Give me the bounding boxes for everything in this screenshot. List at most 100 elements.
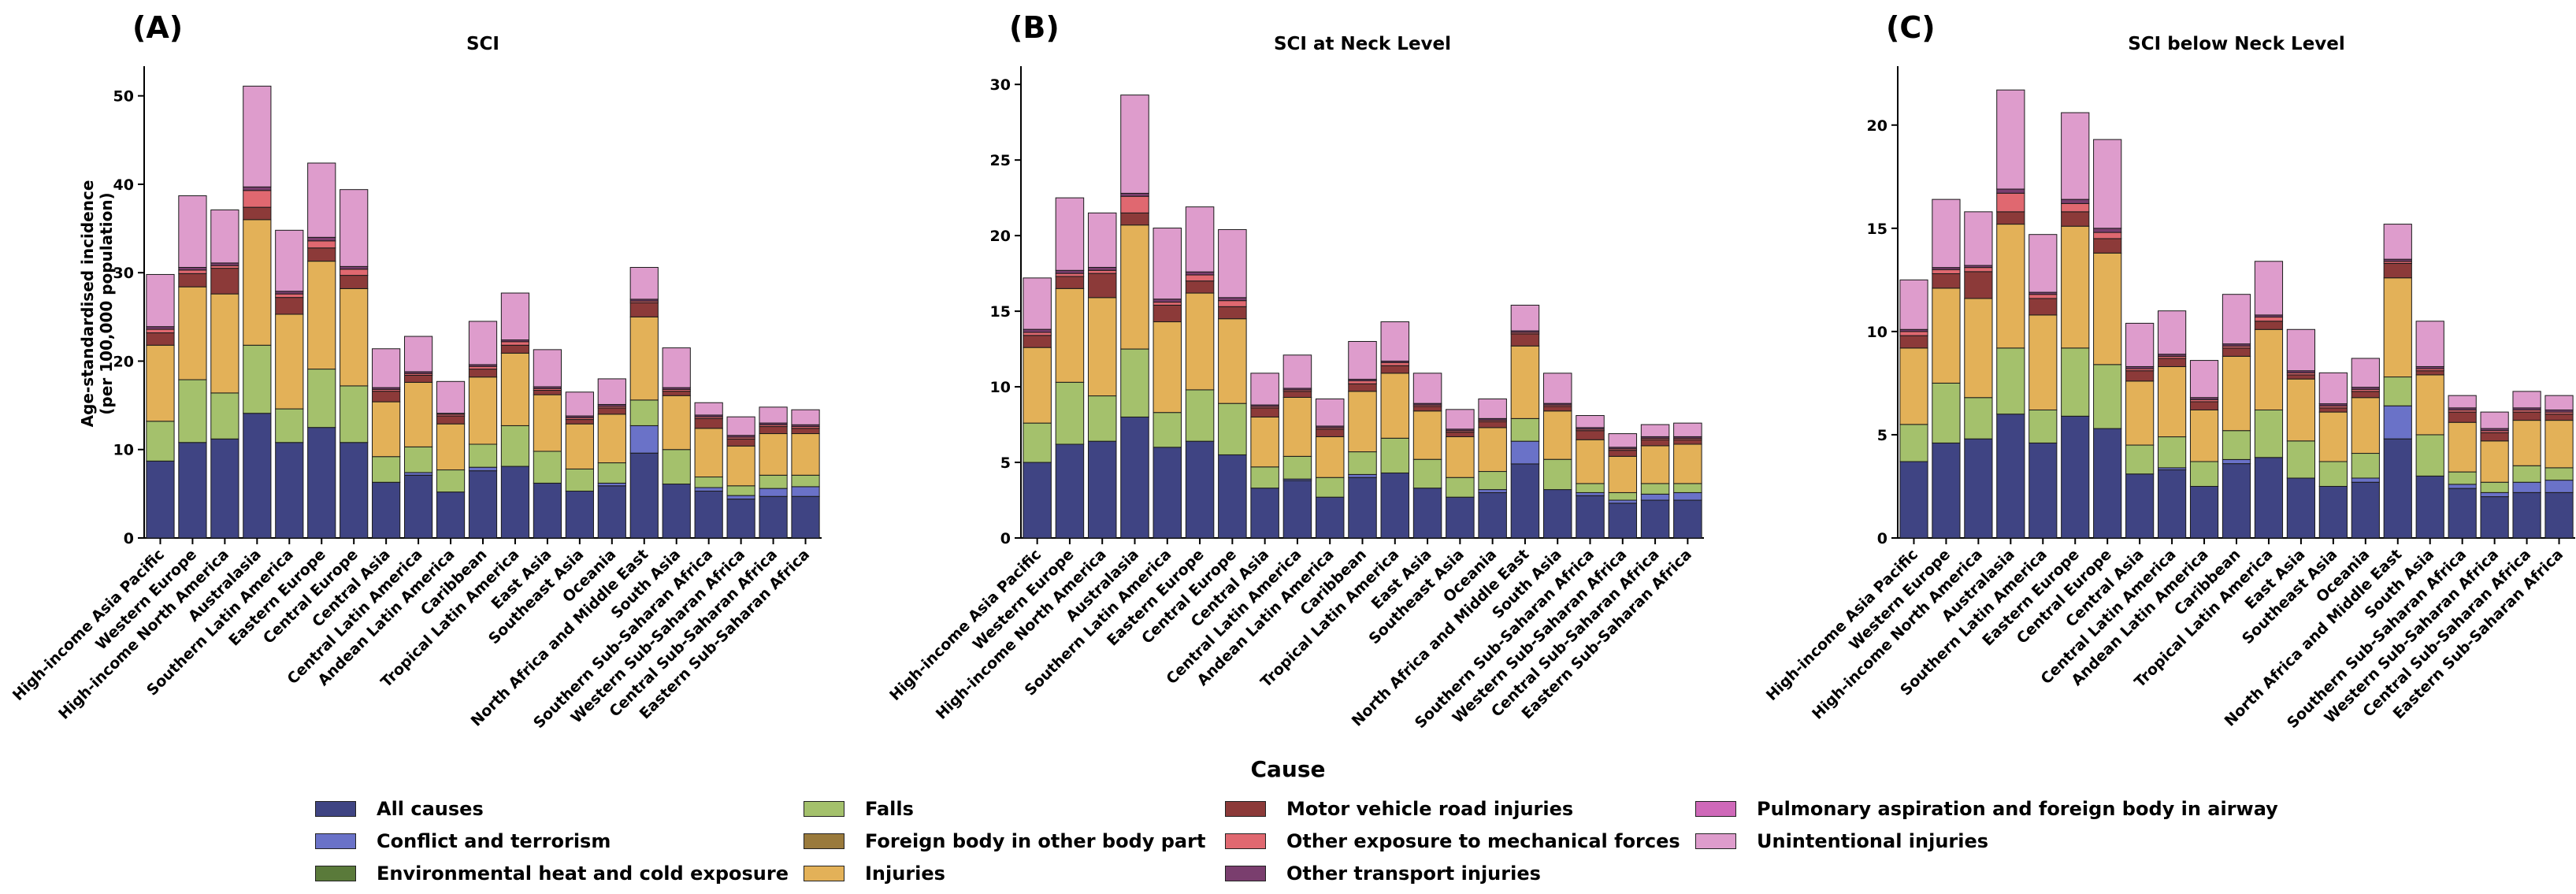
bar-segment-all-causes xyxy=(1412,488,1442,539)
bar-segment-all-causes xyxy=(500,466,530,539)
bar-segment-falls xyxy=(1510,417,1540,442)
bar-segment-unintentional-injuries xyxy=(2189,360,2219,399)
bar-segment-motor-vehicle-road-injuries xyxy=(307,247,336,262)
bar-segment-injuries xyxy=(1640,445,1670,484)
bar-segment-all-causes xyxy=(1510,463,1540,539)
bar-segment-injuries xyxy=(1964,298,1993,399)
bar-segment-all-causes xyxy=(1348,477,1377,539)
bar-segment-unintentional-injuries xyxy=(759,406,788,424)
bar-segment-injuries xyxy=(629,316,659,401)
bar-segment-unintentional-injuries xyxy=(2254,261,2284,316)
bar-segment-falls xyxy=(2351,453,2380,479)
bar-segment-all-causes xyxy=(1087,440,1117,539)
bar-segment-falls xyxy=(372,456,401,483)
bar-segment-motor-vehicle-road-injuries xyxy=(2093,238,2122,254)
bar-segment-falls xyxy=(1055,381,1085,445)
y-tick-label: 20 xyxy=(113,353,134,370)
bar-segment-conflict-and-terrorism xyxy=(2480,492,2509,498)
bar-segment-all-causes xyxy=(1478,492,1507,539)
bar-segment-unintentional-injuries xyxy=(500,292,530,341)
bar-segment-injuries xyxy=(275,313,304,410)
bar-segment-motor-vehicle-road-injuries xyxy=(1315,428,1345,437)
bar-segment-unintentional-injuries xyxy=(1348,340,1377,380)
bar-segment-motor-vehicle-road-injuries xyxy=(2318,407,2348,413)
bar-segment-motor-vehicle-road-injuries xyxy=(565,419,594,425)
bar-segment-injuries xyxy=(1899,347,1928,425)
bar-segment-falls xyxy=(2254,409,2284,458)
legend-item: Conflict and terrorism xyxy=(315,829,611,853)
legend-label: Conflict and terrorism xyxy=(377,830,611,852)
bar-segment-injuries xyxy=(533,394,562,452)
bar-segment-motor-vehicle-road-injuries xyxy=(1055,276,1085,289)
legend-label: Falls xyxy=(865,798,914,820)
bar-segment-motor-vehicle-road-injuries xyxy=(1120,212,1149,226)
bar-segment-motor-vehicle-road-injuries xyxy=(662,391,691,396)
bar-segment-motor-vehicle-road-injuries xyxy=(1282,391,1312,398)
bar-segment-unintentional-injuries xyxy=(372,348,401,388)
bar-segment-all-causes xyxy=(2029,442,2058,539)
bar-segment-injuries xyxy=(2029,314,2058,410)
bar-segment-motor-vehicle-road-injuries xyxy=(178,273,207,287)
bar-segment-injuries xyxy=(1055,287,1085,383)
bar-segment-injuries xyxy=(597,414,626,464)
bar-segment-other-transport-injuries xyxy=(1087,266,1117,271)
bar-segment-other-exposure-to-mechanical-forces xyxy=(500,341,530,346)
bar-segment-all-causes xyxy=(1964,438,1993,539)
legend-swatch xyxy=(315,833,356,849)
bar-segment-all-causes xyxy=(791,495,820,539)
bar-segment-other-exposure-to-mechanical-forces xyxy=(243,190,272,208)
chart-panel-3: (C) SCI below Neck Level05101520High-inco… xyxy=(1763,10,2575,732)
bar-segment-other-transport-injuries xyxy=(275,291,304,295)
bar-segment-conflict-and-terrorism xyxy=(2448,484,2477,489)
bar-segment-unintentional-injuries xyxy=(726,416,755,436)
bar-segment-other-exposure-to-mechanical-forces xyxy=(1899,331,1928,336)
bar-segment-other-exposure-to-mechanical-forces xyxy=(2254,317,2284,322)
bar-segment-unintentional-injuries xyxy=(2286,328,2316,372)
bar-segment-all-causes xyxy=(1576,495,1605,539)
bar-segment-unintentional-injuries xyxy=(178,195,207,268)
legend-item: Other exposure to mechanical forces xyxy=(1225,829,1680,853)
bar-segment-motor-vehicle-road-injuries xyxy=(2448,411,2477,423)
bar-segment-other-exposure-to-mechanical-forces xyxy=(1185,274,1215,282)
bar-segment-injuries xyxy=(2254,328,2284,410)
bar-segment-conflict-and-terrorism xyxy=(1510,440,1540,465)
bar-segment-all-causes xyxy=(597,485,626,539)
bar-segment-other-transport-injuries xyxy=(307,236,336,242)
bar-segment-falls xyxy=(307,369,336,428)
bar-segment-motor-vehicle-road-injuries xyxy=(210,268,239,295)
bar-segment-unintentional-injuries xyxy=(1608,433,1638,448)
bar-segment-other-transport-injuries xyxy=(146,326,175,330)
bar-segment-motor-vehicle-road-injuries xyxy=(1608,450,1638,457)
bar-segment-injuries xyxy=(1023,347,1052,424)
bar-segment-unintentional-injuries xyxy=(1185,206,1215,273)
bar-segment-motor-vehicle-road-injuries xyxy=(2189,401,2219,410)
legend-title: Cause xyxy=(1250,756,1326,782)
bar-segment-falls xyxy=(1282,455,1312,480)
bar-segment-conflict-and-terrorism xyxy=(1348,473,1377,478)
legend-label: Pulmonary aspiration and foreign body in… xyxy=(1757,798,2278,820)
bar-segment-conflict-and-terrorism xyxy=(791,486,820,497)
legend-item: Pulmonary aspiration and foreign body in… xyxy=(1695,797,2278,821)
bar-segment-unintentional-injuries xyxy=(2480,411,2509,429)
bar-segment-injuries xyxy=(2480,440,2509,483)
bar-segment-unintentional-injuries xyxy=(436,380,466,414)
bar-segment-all-causes xyxy=(275,442,304,539)
bar-segment-falls xyxy=(1673,483,1702,493)
bar-segment-other-exposure-to-mechanical-forces xyxy=(1996,192,2025,213)
bar-segment-motor-vehicle-road-injuries xyxy=(2125,370,2155,382)
bar-segment-all-causes xyxy=(243,413,272,539)
legend-item: Environmental heat and cold exposure xyxy=(315,862,789,885)
bar-segment-injuries xyxy=(2448,421,2477,473)
bar-segment-falls xyxy=(2318,461,2348,487)
legend-swatch xyxy=(804,801,844,817)
bar-segment-falls xyxy=(1576,483,1605,493)
bar-segment-all-causes xyxy=(1055,443,1085,539)
bar-segment-injuries xyxy=(1412,410,1442,460)
bar-segment-injuries xyxy=(2512,420,2541,466)
panel-label: (A) xyxy=(132,10,183,45)
bar-segment-motor-vehicle-road-injuries xyxy=(468,369,498,378)
legend-swatch xyxy=(1695,833,1736,849)
bar-segment-unintentional-injuries xyxy=(694,402,723,416)
bar-segment-motor-vehicle-road-injuries xyxy=(2029,298,2058,316)
legend-label: Environmental heat and cold exposure xyxy=(377,862,789,885)
